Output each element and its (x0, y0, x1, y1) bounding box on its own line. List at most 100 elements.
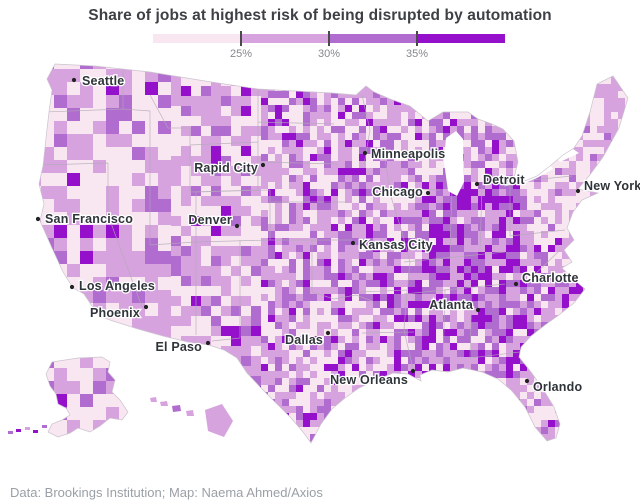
county-cell (569, 154, 576, 161)
county-cell (415, 350, 422, 357)
county-cell (632, 322, 639, 329)
county-cell (345, 399, 352, 406)
county-cell (506, 217, 513, 224)
county-cell (67, 342, 80, 355)
county-cell (513, 448, 520, 455)
county-cell (520, 427, 527, 434)
county-cell (80, 446, 93, 459)
county-cell (506, 406, 513, 413)
county-cell (625, 399, 628, 406)
city-label-orlando: Orlando (533, 380, 582, 394)
county-cell (268, 217, 275, 224)
county-cell (251, 206, 261, 216)
city-marker-seattle: Seattle (71, 73, 126, 89)
county-cell (303, 210, 310, 217)
county-cell (373, 350, 380, 357)
county-cell (201, 166, 211, 176)
county-cell (478, 322, 485, 329)
county-cell (541, 245, 548, 252)
county-cell (541, 154, 548, 161)
county-cell (590, 266, 597, 273)
county-cell (93, 160, 106, 173)
county-cell (464, 210, 471, 217)
county-cell (310, 126, 317, 133)
county-cell (303, 70, 310, 77)
county-cell (422, 231, 429, 238)
county-cell (520, 385, 527, 392)
county-cell (380, 301, 387, 308)
county-cell (201, 96, 211, 106)
county-cell (221, 246, 231, 256)
county-cell (345, 273, 352, 280)
county-cell (359, 301, 366, 308)
county-cell (534, 357, 541, 364)
county-cell (359, 203, 366, 210)
county-cell (317, 378, 324, 385)
county-cell (520, 371, 527, 378)
county-cell (464, 133, 471, 140)
county-cell (604, 371, 611, 378)
county-cell (241, 96, 251, 106)
county-cell (464, 231, 471, 238)
county-cell (534, 399, 541, 406)
county-cell (499, 378, 506, 385)
county-cell (132, 173, 145, 186)
county-cell (366, 84, 373, 91)
county-cell (331, 364, 338, 371)
county-cell (625, 84, 628, 91)
county-cell (366, 280, 373, 287)
county-cell (464, 154, 471, 161)
county-cell (289, 182, 296, 189)
county-cell (181, 76, 191, 86)
county-cell (231, 176, 241, 186)
county-cell (366, 105, 373, 112)
county-cell (289, 294, 296, 301)
county-cell (513, 217, 520, 224)
county-cell (534, 266, 541, 273)
county-cell (231, 376, 241, 386)
county-cell (317, 266, 324, 273)
county-cell (345, 287, 352, 294)
county-cell (387, 280, 394, 287)
county-cell (132, 368, 145, 381)
county-cell (181, 136, 191, 146)
county-cell (221, 356, 231, 366)
county-cell (450, 70, 457, 77)
county-cell (618, 357, 625, 364)
county-cell (527, 182, 534, 189)
county-cell (429, 98, 436, 105)
county-cell (485, 98, 492, 105)
county-cell (492, 329, 499, 336)
county-cell (231, 216, 241, 226)
county-cell (289, 168, 296, 175)
county-cell (464, 161, 471, 168)
county-cell (408, 434, 415, 441)
county-cell (408, 350, 415, 357)
county-cell (171, 126, 181, 136)
county-cell (401, 392, 408, 399)
county-cell (618, 378, 625, 385)
county-cell (527, 287, 534, 294)
county-cell (485, 64, 492, 70)
county-cell (296, 308, 303, 315)
county-cell (534, 224, 541, 231)
county-cell (436, 112, 443, 119)
county-cell (611, 203, 618, 210)
county-cell (443, 70, 450, 77)
county-cell (181, 116, 191, 126)
county-cell (429, 133, 436, 140)
county-cell (436, 266, 443, 273)
county-cell (387, 196, 394, 203)
county-cell (268, 70, 275, 77)
county-cell (366, 126, 373, 133)
county-cell (611, 301, 618, 308)
county-cell (289, 392, 296, 399)
county-cell (590, 343, 597, 350)
county-cell (359, 329, 366, 336)
county-cell (632, 448, 639, 455)
county-cell (331, 294, 338, 301)
county-cell (251, 356, 261, 366)
county-cell (583, 371, 590, 378)
county-cell (520, 70, 527, 77)
county-cell (520, 203, 527, 210)
